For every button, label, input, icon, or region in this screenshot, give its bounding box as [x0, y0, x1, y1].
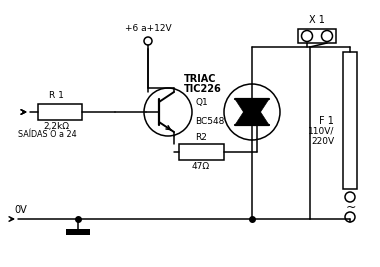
Text: ~: ~ — [346, 201, 356, 214]
Text: 2,2kΩ: 2,2kΩ — [43, 122, 69, 131]
Text: SAÍDAS O a 24: SAÍDAS O a 24 — [18, 130, 77, 139]
Text: TIC226: TIC226 — [184, 84, 222, 94]
Bar — [179, 144, 224, 160]
Bar — [298, 29, 336, 43]
Circle shape — [301, 30, 312, 41]
Circle shape — [321, 30, 332, 41]
Text: R2: R2 — [195, 133, 207, 142]
Text: R 1: R 1 — [49, 91, 63, 100]
Text: TRIAC: TRIAC — [184, 74, 217, 84]
Text: 47Ω: 47Ω — [192, 162, 210, 171]
Bar — [66, 229, 90, 235]
Text: X 1: X 1 — [309, 15, 325, 25]
Text: Q1: Q1 — [195, 98, 208, 107]
Text: BC548: BC548 — [195, 117, 224, 126]
Text: 110V/
220V: 110V/ 220V — [308, 127, 334, 146]
Text: F 1: F 1 — [319, 116, 334, 125]
Bar — [38, 104, 82, 120]
Text: 0V: 0V — [14, 205, 27, 215]
Polygon shape — [235, 99, 269, 125]
Bar — [343, 52, 357, 189]
Text: +6 a+12V: +6 a+12V — [125, 24, 171, 33]
Polygon shape — [235, 99, 269, 125]
